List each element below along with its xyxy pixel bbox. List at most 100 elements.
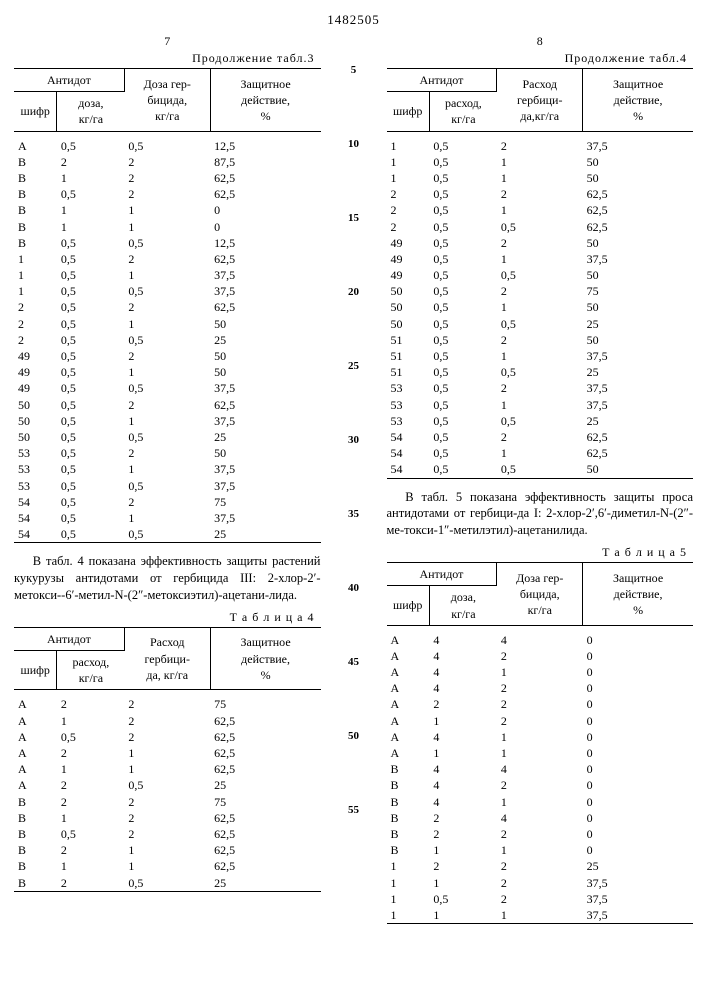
table-row: 490,5137,5 — [387, 251, 694, 267]
cell: 62,5 — [210, 729, 320, 745]
cell: 1 — [429, 745, 496, 761]
cell: 37,5 — [210, 510, 320, 526]
cell: 1 — [14, 267, 57, 283]
cell: 1 — [57, 202, 124, 218]
cell: 53 — [14, 478, 57, 494]
cell: 62,5 — [583, 429, 693, 445]
cell: 0,5 — [429, 299, 496, 315]
table-row: B0,50,512,5 — [14, 235, 321, 251]
cell: 50 — [387, 283, 430, 299]
table-row: B220 — [387, 826, 694, 842]
table-row: 20,5162,5 — [387, 202, 694, 218]
cell: 75 — [210, 494, 320, 510]
paragraph-4: В табл. 4 показана эффективность защиты … — [14, 553, 321, 604]
cell: 0,5 — [429, 235, 496, 251]
cell: 37,5 — [210, 413, 320, 429]
cell: 62,5 — [210, 170, 320, 186]
table-row: 500,50,525 — [387, 316, 694, 332]
cell: B — [14, 235, 57, 251]
table-row: B240 — [387, 810, 694, 826]
cell: 1 — [57, 713, 124, 729]
cell: A — [387, 648, 430, 664]
table-row: A410 — [387, 729, 694, 745]
cell: B — [14, 842, 57, 858]
cell: 0,5 — [124, 131, 210, 154]
cell: 0,5 — [57, 380, 124, 396]
table-row: A220 — [387, 696, 694, 712]
th-subdose: доза, кг/га — [57, 92, 124, 131]
cell: 50 — [14, 429, 57, 445]
th-dose: Расход гербици- да,кг/га — [497, 69, 583, 132]
table-row: B420 — [387, 777, 694, 793]
cell: A — [14, 690, 57, 713]
cell: 1 — [124, 510, 210, 526]
cell: 1 — [387, 154, 430, 170]
cell: 62,5 — [210, 761, 320, 777]
th-subdose: расход, кг/га — [57, 651, 124, 690]
cell: 2 — [14, 316, 57, 332]
table-row: 500,5150 — [387, 299, 694, 315]
table-row: A0,50,512,5 — [14, 131, 321, 154]
table-row: B20,525 — [14, 875, 321, 892]
table-row: B110 — [387, 842, 694, 858]
cell: 62,5 — [210, 251, 320, 267]
cell: 4 — [497, 810, 583, 826]
th-subdose: расход, кг/га — [429, 92, 496, 131]
line-tick: 45 — [347, 656, 361, 668]
cell: 0,5 — [429, 380, 496, 396]
cell: 62,5 — [583, 202, 693, 218]
cell: 0,5 — [429, 219, 496, 235]
table-row: 490,5150 — [14, 364, 321, 380]
table-row: 530,5250 — [14, 445, 321, 461]
cell: 62,5 — [210, 745, 320, 761]
cell: 0,5 — [124, 332, 210, 348]
cell: 0 — [583, 664, 693, 680]
cell: 0,5 — [57, 235, 124, 251]
cell: B — [14, 170, 57, 186]
cell: 53 — [387, 413, 430, 429]
cell: 2 — [497, 777, 583, 793]
cell: 87,5 — [210, 154, 320, 170]
cell: 0,5 — [429, 251, 496, 267]
cell: 1 — [124, 761, 210, 777]
cell: 1 — [57, 219, 124, 235]
table-row: 530,50,537,5 — [14, 478, 321, 494]
cell: 1 — [497, 664, 583, 680]
cell: 1 — [429, 907, 496, 924]
cell: 75 — [583, 283, 693, 299]
table4a-body: A2275A1262,5A0,5262,5A2162,5A1162,5A20,5… — [14, 690, 321, 891]
cell: A — [387, 664, 430, 680]
table-row: A2275 — [14, 690, 321, 713]
cell: 0 — [583, 713, 693, 729]
cell: 0,5 — [124, 283, 210, 299]
cell: 1 — [497, 251, 583, 267]
cell: 0,5 — [57, 494, 124, 510]
cell: 0,5 — [497, 413, 583, 429]
cell: 1 — [387, 907, 430, 924]
cell: 0,5 — [57, 478, 124, 494]
cell: 0,5 — [429, 397, 496, 413]
cell: 53 — [387, 380, 430, 396]
cell: 49 — [14, 364, 57, 380]
cell: 1 — [124, 745, 210, 761]
cell: 37,5 — [583, 907, 693, 924]
cell: 1 — [497, 907, 583, 924]
cell: 54 — [14, 494, 57, 510]
cell: 53 — [387, 397, 430, 413]
cell: 2 — [429, 696, 496, 712]
cell: 0,5 — [497, 267, 583, 283]
cell: 0,5 — [57, 429, 124, 445]
cell: 2 — [57, 690, 124, 713]
cell: 0,5 — [57, 397, 124, 413]
cell: 37,5 — [210, 267, 320, 283]
cell: 1 — [124, 219, 210, 235]
th-effect: Защитное действие, % — [210, 627, 320, 690]
cell: 4 — [429, 761, 496, 777]
cell: 0,5 — [124, 875, 210, 892]
cell: 0,5 — [57, 299, 124, 315]
line-tick: 15 — [347, 212, 361, 224]
cell: 4 — [429, 625, 496, 648]
table3-body: A0,50,512,5B2287,5B1262,5B0,5262,5B110B1… — [14, 131, 321, 543]
table-row: A420 — [387, 680, 694, 696]
cell: 51 — [387, 348, 430, 364]
